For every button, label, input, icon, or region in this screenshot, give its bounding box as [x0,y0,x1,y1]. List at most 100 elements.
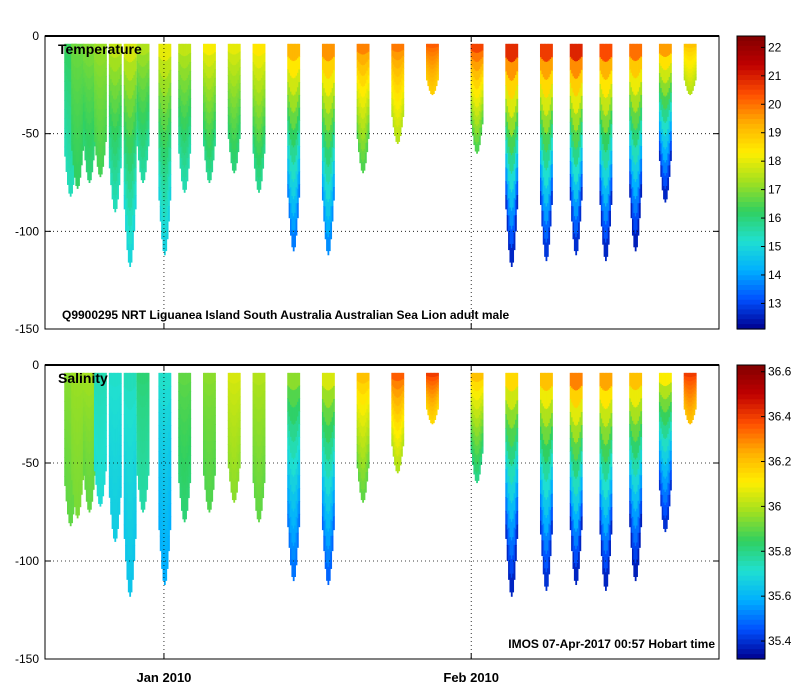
profile-cell [85,479,88,492]
profile-cell [288,445,291,461]
profile-cell [631,123,634,140]
profile-cell [396,397,399,407]
profile-cell [476,446,478,456]
profile-cell [664,149,667,163]
profile-cell [600,43,603,60]
profile-cell [359,372,362,384]
profile-column [93,43,107,178]
profile-cell [327,219,330,238]
profile-cell [668,132,671,144]
profile-cell [129,465,132,486]
profile-cell [510,503,513,523]
profile-cell [546,479,549,498]
profile-cell [392,106,395,114]
profile-cell [263,409,266,420]
profile-cell [84,392,87,403]
profile-cell [689,60,692,66]
profile-cell [136,137,139,147]
profile-cell [478,465,481,475]
profile-cell [633,179,636,197]
profile-cell [236,132,238,144]
profile-cell [366,61,369,72]
profile-cell [363,489,366,501]
profile-cell [470,413,473,421]
profile-cell [202,372,205,382]
profile-cell [117,134,119,148]
profile-cell [259,165,262,178]
profile-cell [91,118,94,130]
profile-cell [513,95,516,113]
profile-cell [158,490,161,505]
profile-cell [510,577,513,597]
profile-cell [362,65,364,77]
profile-cell [331,432,334,448]
profile-cell [108,116,111,128]
profile-cell [134,400,137,415]
profile-cell [185,104,187,118]
colorbar-step [737,221,765,228]
profile-cell [430,397,432,403]
profile-cell [575,131,578,150]
profile-cell [394,104,396,114]
profile-cell [392,400,395,409]
profile-cell [323,521,326,537]
profile-cell [333,425,335,439]
profile-cell [686,51,689,56]
profile-cell [115,98,118,113]
profile-cell [133,184,136,201]
profile-cell [68,372,71,386]
profile-cell [84,101,87,113]
profile-cell [298,107,301,121]
profile-cell [513,493,516,512]
profile-cell [227,412,230,421]
profile-cell [360,393,363,406]
profile-cell [633,77,636,96]
profile-cell [253,383,256,395]
profile-cell [143,100,146,113]
profile-cell [298,436,301,451]
profile-cell [399,127,402,137]
profile-cell [327,166,330,185]
profile-cell [428,396,431,401]
profile-cell [287,411,290,425]
profile-cell [434,403,437,409]
profile-cell [358,417,360,428]
profile-cell [67,67,69,80]
profile-cell [103,80,106,91]
profile-cell [426,406,428,410]
profile-cell [83,86,85,96]
profile-cell [541,388,544,404]
profile-cell [331,176,334,192]
profile-cell [295,532,298,550]
profile-cell [634,216,637,235]
profile-cell [207,168,209,181]
profile-cell [92,82,95,93]
profile-cell [102,383,105,394]
profile-cell [481,413,484,421]
profile-cell [366,390,369,401]
profile-cell [93,413,96,423]
profile-cell [358,124,360,135]
profile-cell [207,77,209,90]
profile-cell [182,494,185,508]
profile-cell [253,137,256,148]
profile-cell [169,187,172,201]
profile-cell [105,60,107,69]
profile-cell [431,90,434,96]
profile-cell [262,95,265,107]
profile-cell [146,392,149,403]
profile-cell [472,388,474,397]
profile-cell [478,52,481,62]
profile-cell [515,106,517,123]
profile-cell [162,511,165,529]
profile-cell [115,112,118,127]
profile-cell [208,66,211,79]
profile-cell [103,400,106,411]
profile-cell [430,401,432,407]
profile-cell [79,372,82,385]
profile-cell [391,391,394,398]
profile-cell [287,82,290,96]
profile-cell [331,43,334,60]
profile-cell [126,232,129,251]
profile-cell [509,482,512,502]
